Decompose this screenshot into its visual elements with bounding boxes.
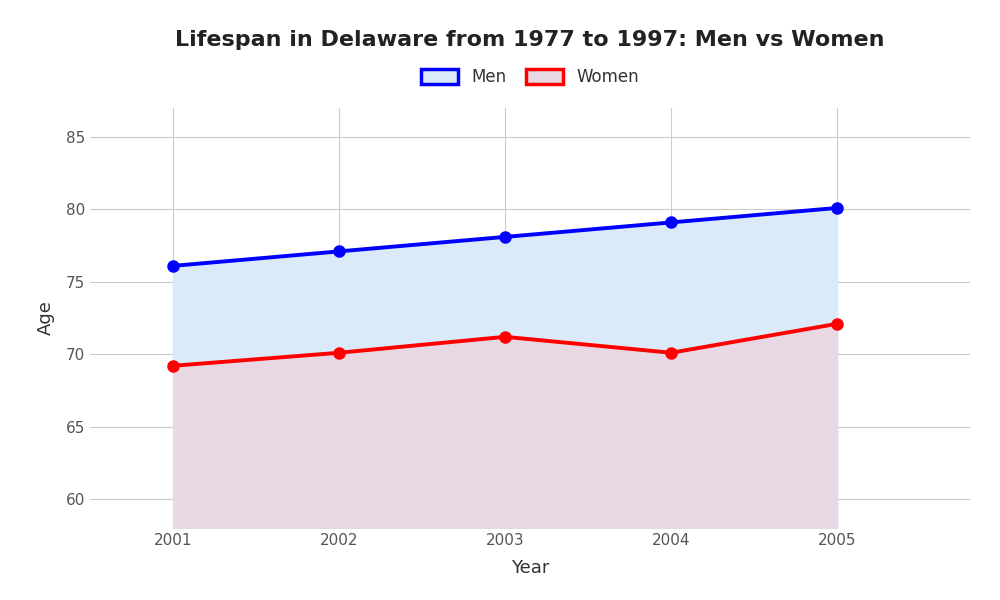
X-axis label: Year: Year [511, 559, 549, 577]
Title: Lifespan in Delaware from 1977 to 1997: Men vs Women: Lifespan in Delaware from 1977 to 1997: … [175, 29, 885, 49]
Y-axis label: Age: Age [37, 301, 55, 335]
Legend: Men, Women: Men, Women [414, 62, 646, 93]
